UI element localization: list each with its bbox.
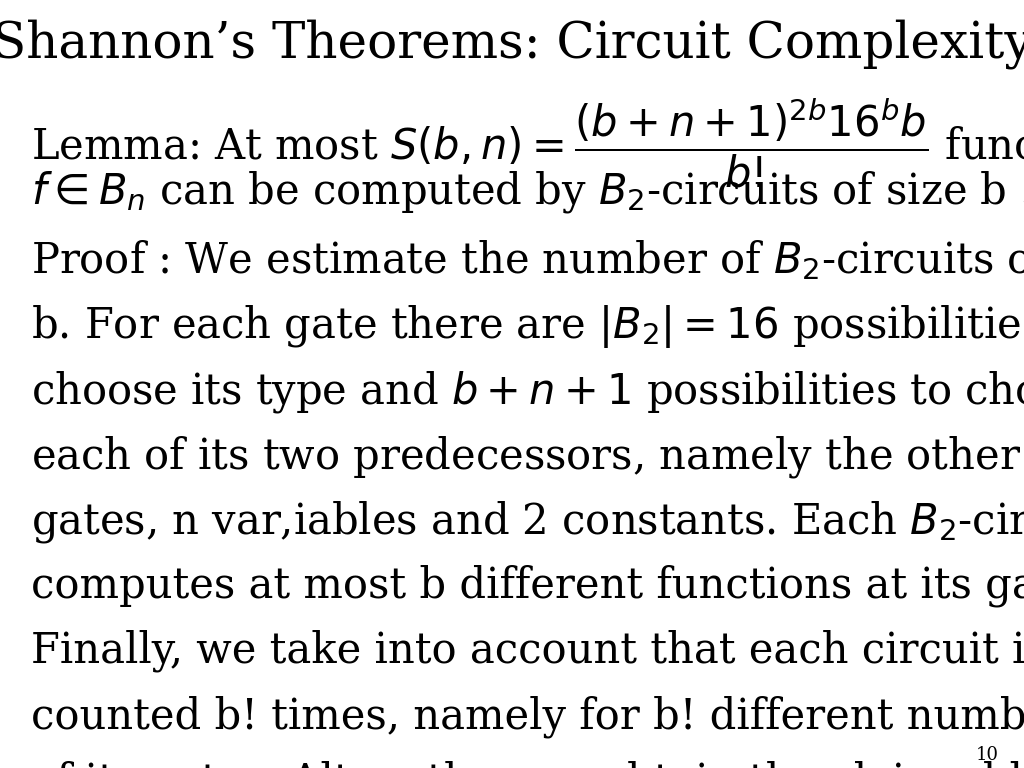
Text: b. For each gate there are $|B_2| = 16$ possibilities to: b. For each gate there are $|B_2| = 16$ … <box>31 303 1024 350</box>
Text: 10: 10 <box>976 746 998 764</box>
Text: counted b! times, namely for b! different numberings: counted b! times, namely for b! differen… <box>31 695 1024 737</box>
Text: gates, n var,iables and 2 constants. Each $B_2$-circuit: gates, n var,iables and 2 constants. Eac… <box>31 499 1024 545</box>
Text: each of its two predecessors, namely the other $b - 1$: each of its two predecessors, namely the… <box>31 434 1024 480</box>
Text: Shannon’s Theorems: Circuit Complexity: Shannon’s Theorems: Circuit Complexity <box>0 19 1024 69</box>
Text: choose its type and $b + n + 1$ possibilities to choose: choose its type and $b + n + 1$ possibil… <box>31 369 1024 415</box>
Text: $f \in B_n$ can be computed by $B_2$-circuits of size b .: $f \in B_n$ can be computed by $B_2$-cir… <box>31 169 1024 215</box>
Text: computes at most b different functions at its gates.: computes at most b different functions a… <box>31 564 1024 607</box>
Text: Proof : We estimate the number of $B_2$-circuits of size: Proof : We estimate the number of $B_2$-… <box>31 238 1024 282</box>
Text: Finally, we take into account that each circuit is: Finally, we take into account that each … <box>31 630 1024 672</box>
Text: Lemma: At most $S(b,n) = \dfrac{(b+n+1)^{2b}16^{b}b}{b!}$ functions: Lemma: At most $S(b,n) = \dfrac{(b+n+1)^… <box>31 96 1024 190</box>
Text: of its gates. Altogether we obtain the claimed bound.: of its gates. Altogether we obtain the c… <box>31 760 1024 768</box>
